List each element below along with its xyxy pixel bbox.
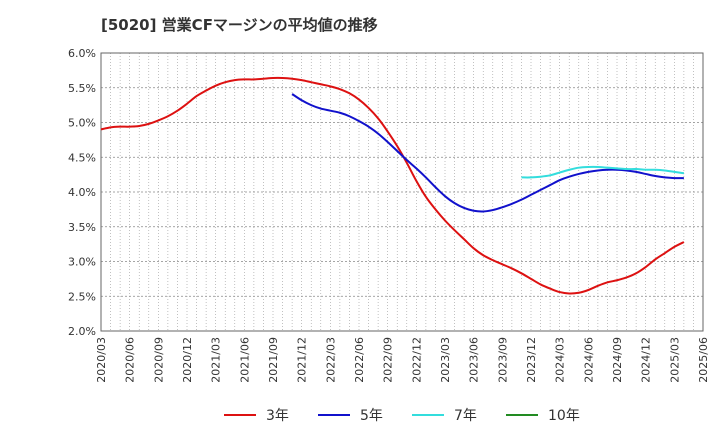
chart-title: [5020] 営業CFマージンの平均値の推移 [101,16,378,34]
x-tick-label: 2022/09 [382,337,395,383]
y-tick-label: 5.5% [68,82,96,95]
x-tick-label: 2024/06 [582,337,595,383]
series-group [100,76,685,295]
x-tick-label: 2020/12 [181,337,194,383]
x-tick-label: 2021/12 [296,337,309,383]
x-tick-label: 2024/12 [640,337,653,383]
x-tick-label: 2023/03 [439,337,452,383]
y-tick-label: 4.5% [68,151,96,164]
x-tick-label: 2020/09 [152,337,165,383]
y-tick-label: 3.0% [68,256,96,269]
x-tick-label: 2020/03 [95,337,108,383]
legend-label: 10年 [548,408,580,424]
x-tick-label: 2020/06 [124,337,137,383]
x-tick-label: 2023/09 [496,337,509,383]
y-tick-label: 2.0% [68,325,96,338]
series-line-7年 [521,165,685,179]
x-tick-label: 2025/03 [668,337,681,383]
y-tick-label: 5.0% [68,117,96,130]
legend-label: 3年 [266,408,289,424]
y-tick-label: 6.0% [68,47,96,60]
x-tick-label: 2024/03 [554,337,567,383]
x-tick-label: 2025/06 [697,337,710,383]
plot-border [100,52,704,332]
y-axis: 2.0% 2.5% 3.0% 3.5% 4.0% 4.5% 5.0% 5.5% 6.0% [68,47,96,338]
x-tick-label: 2022/03 [324,337,337,383]
y-tick-label: 3.5% [68,221,96,234]
x-tick-label: 2021/03 [210,337,223,383]
x-tick-label: 2021/06 [238,337,251,383]
x-tick-label: 2023/06 [468,337,481,383]
x-tick-label: 2024/09 [611,337,624,383]
y-tick-label: 2.5% [68,290,96,303]
x-tick-label: 2023/12 [525,337,538,383]
legend: 3年 5年 7年 10年 [224,408,580,424]
legend-label: 5年 [360,408,383,424]
x-tick-label: 2021/09 [267,337,280,383]
y-tick-label: 4.0% [68,186,96,199]
series-line-5年 [291,93,684,213]
series-line-3年 [100,76,685,295]
x-tick-label: 2022/12 [410,337,423,383]
x-axis: 2020/03 2020/06 2020/09 2020/12 2021/03 2021/… [95,337,710,383]
legend-label: 7年 [454,408,477,424]
x-tick-label: 2022/06 [353,337,366,383]
